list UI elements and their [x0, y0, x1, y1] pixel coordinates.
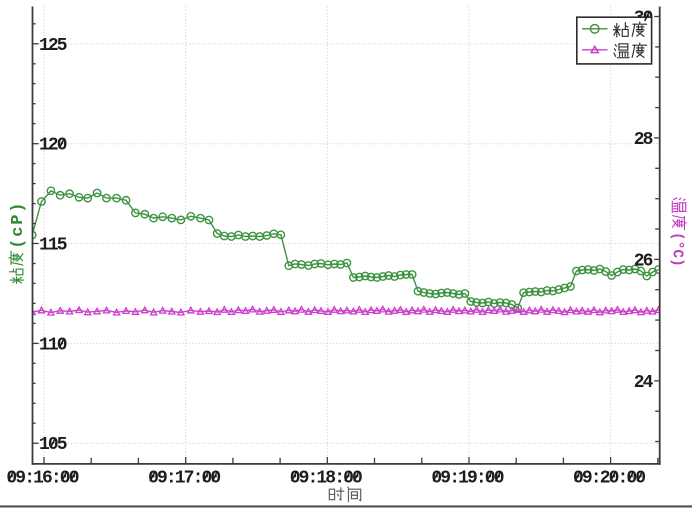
svg-text:(°C): (°C) — [669, 232, 685, 267]
svg-text:26: 26 — [634, 251, 653, 271]
svg-text:115: 115 — [39, 236, 67, 256]
svg-text:28: 28 — [634, 130, 653, 150]
svg-text:120: 120 — [39, 136, 67, 156]
svg-text:24: 24 — [634, 373, 654, 393]
svg-text:09:20:00: 09:20:00 — [573, 469, 645, 489]
svg-text:09:16:00: 09:16:00 — [6, 469, 78, 489]
svg-text:125: 125 — [39, 36, 67, 56]
svg-text:09:17:00: 09:17:00 — [148, 469, 220, 489]
svg-text:110: 110 — [39, 335, 67, 355]
svg-text:105: 105 — [39, 435, 67, 455]
svg-text:09:19:00: 09:19:00 — [431, 469, 503, 489]
svg-text:(cP): (cP) — [9, 201, 28, 249]
svg-text:09:18:00: 09:18:00 — [290, 469, 362, 489]
